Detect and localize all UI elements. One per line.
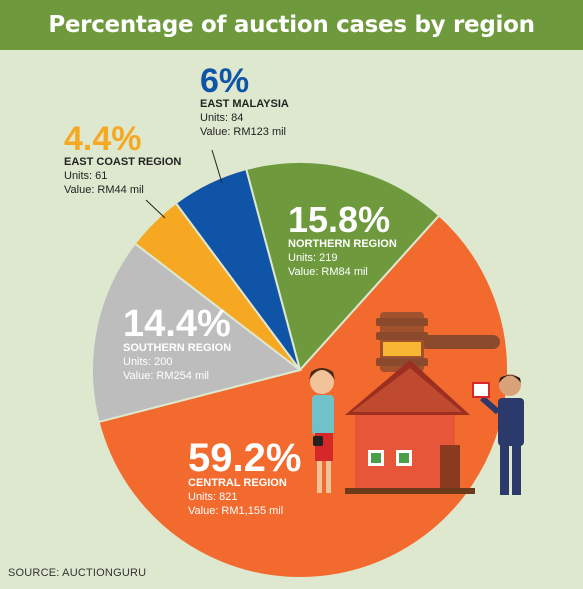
region-label-northern: NORTHERN REGION [288, 238, 397, 250]
woman-figure-icon [309, 368, 335, 493]
leader-line-east-malaysia [211, 149, 223, 184]
percent-label-northern: 15.8% [288, 199, 390, 240]
units-label-northern: Units: 219 [288, 252, 338, 264]
house-icon [345, 360, 475, 494]
pie-slice-east-malaysia [174, 167, 301, 371]
value-label-southern: Value: RM254 mil [123, 370, 209, 382]
value-label-northern: Value: RM84 mil [288, 266, 368, 278]
leader-line-east-coast [145, 199, 166, 219]
region-label-east-coast: EAST COAST REGION [64, 156, 181, 168]
pie-slice-northern [244, 161, 441, 373]
pie-slice-southern [91, 242, 303, 424]
percent-label-east-coast: 4.4% [64, 120, 142, 158]
units-label-southern: Units: 200 [123, 356, 173, 368]
gavel-icon [376, 312, 500, 372]
source-note: SOURCE: AUCTIONGURU [8, 567, 147, 579]
auction-illustration [309, 312, 524, 495]
percent-label-southern: 14.4% [123, 303, 231, 345]
region-label-central: CENTRAL REGION [188, 477, 287, 489]
units-label-east-malaysia: Units: 84 [200, 112, 243, 124]
chart-title: Percentage of auction cases by region [48, 12, 535, 38]
value-label-east-coast: Value: RM44 mil [64, 184, 144, 196]
percent-label-east-malaysia: 6% [200, 62, 249, 100]
region-label-southern: SOUTHERN REGION [123, 342, 231, 354]
percent-label-central: 59.2% [188, 436, 301, 480]
units-label-east-coast: Units: 61 [64, 170, 107, 182]
units-label-central: Units: 821 [188, 491, 238, 503]
value-label-east-malaysia: Value: RM123 mil [200, 126, 286, 138]
title-bar: Percentage of auction cases by region [0, 0, 583, 50]
value-label-central: Value: RM1,155 mil [188, 505, 283, 517]
region-label-east-malaysia: EAST MALAYSIA [200, 98, 289, 110]
man-figure-icon [472, 374, 524, 495]
